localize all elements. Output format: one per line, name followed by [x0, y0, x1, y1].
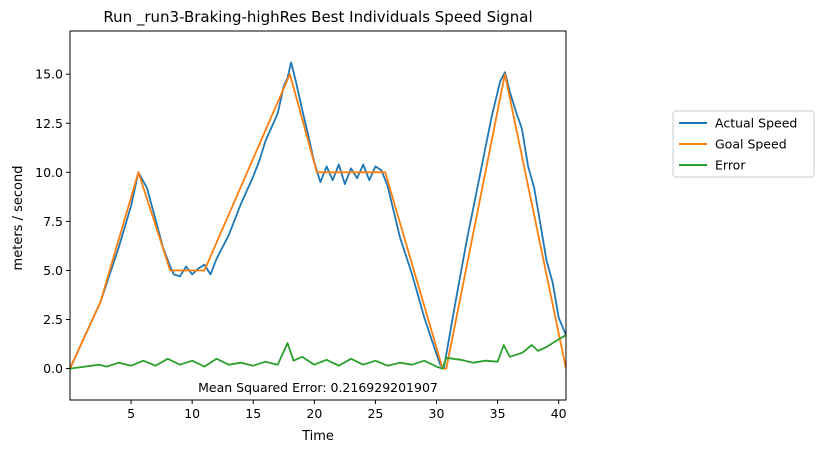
x-tick-label: 5 [127, 406, 135, 421]
x-tick-label: 25 [367, 406, 383, 421]
x-axis-label: Time [301, 429, 334, 444]
axes-frame [69, 30, 567, 401]
x-tick-label: 30 [429, 406, 445, 421]
series-line-goal-speed [70, 73, 566, 370]
annotation: Mean Squared Error: 0.216929201907 [198, 380, 438, 395]
y-tick-label: 12.5 [35, 116, 63, 131]
y-axis-label: meters / second [11, 166, 26, 271]
x-tick-label: 35 [490, 406, 506, 421]
plot-area: 5 10 15 20 25 30 35 40 0.0 2.5 5.0 7.5 10.0 12.5 15.0 [35, 30, 567, 421]
y-tick-label: 7.5 [43, 214, 63, 229]
y-tick-label: 2.5 [43, 312, 63, 327]
legend-label-actual-speed: Actual Speed [715, 116, 797, 131]
x-tick-label: 10 [184, 406, 200, 421]
y-tick-label: 0.0 [43, 361, 63, 376]
legend: Actual Speed Goal Speed Error [672, 110, 815, 178]
y-tick-label: 10.0 [35, 165, 63, 180]
legend-label-goal-speed: Goal Speed [715, 137, 787, 152]
series-line-actual-speed [70, 61, 566, 370]
legend-label-error: Error [715, 158, 746, 173]
y-tick-label: 15.0 [35, 67, 63, 82]
y-tick-label: 5.0 [43, 263, 63, 278]
series-lines [70, 61, 566, 370]
x-tick-label: 15 [245, 406, 261, 421]
x-tick-label: 20 [306, 406, 322, 421]
legend-box [672, 110, 815, 178]
chart-title: Run _run3-Braking-highRes Best Individua… [103, 8, 532, 27]
series-line-error [70, 334, 566, 370]
x-tick-label: 40 [551, 406, 567, 421]
